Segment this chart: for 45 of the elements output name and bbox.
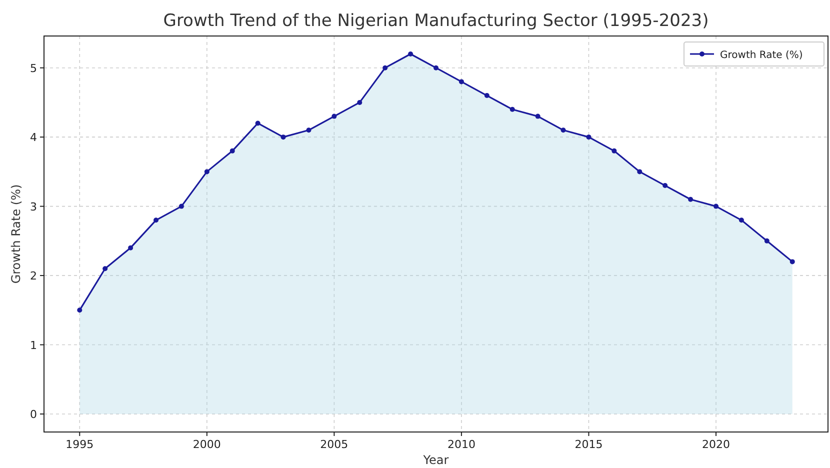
y-tick-label: 3 xyxy=(30,200,37,214)
x-tick-label: 2020 xyxy=(702,438,730,451)
point xyxy=(230,148,235,154)
point xyxy=(764,238,770,244)
x-tick-label: 2005 xyxy=(320,438,348,451)
point xyxy=(77,308,82,313)
x-tick-label: 1995 xyxy=(66,438,94,451)
point xyxy=(280,134,286,140)
point xyxy=(154,218,158,223)
chart-title: Growth Trend of the Nigerian Manufacturing Sector (1995-2023) xyxy=(163,11,709,31)
point xyxy=(688,196,694,202)
x-tick-label: 2015 xyxy=(574,438,603,451)
point xyxy=(510,106,515,112)
point xyxy=(458,79,464,84)
point xyxy=(357,100,362,105)
x-axis-title: Year xyxy=(422,453,449,467)
y-tick-label: 2 xyxy=(30,270,37,283)
point xyxy=(535,114,540,119)
y-tick-label: 5 xyxy=(30,62,37,75)
y-tick-label: 4 xyxy=(30,131,37,144)
point xyxy=(586,134,592,140)
point xyxy=(612,148,617,154)
point xyxy=(637,169,642,174)
point xyxy=(738,218,744,223)
y-tick-label: 1 xyxy=(30,338,37,352)
point xyxy=(204,169,210,174)
point xyxy=(408,52,414,56)
point xyxy=(255,120,260,126)
point xyxy=(128,245,134,250)
legend-label: Growth Rate (%) xyxy=(720,50,803,61)
point xyxy=(102,266,108,272)
point xyxy=(560,128,566,133)
point xyxy=(790,259,795,264)
point xyxy=(434,65,438,70)
x-tick-label: 2010 xyxy=(447,438,476,451)
point xyxy=(178,204,184,209)
point xyxy=(714,204,718,209)
point xyxy=(332,114,337,119)
y-axis-title: Growth Rate (%) xyxy=(9,184,23,284)
x-tick-label: 2000 xyxy=(192,438,221,451)
point xyxy=(662,183,668,188)
point xyxy=(382,65,388,70)
point xyxy=(484,93,490,98)
point xyxy=(306,128,312,133)
y-tick-label: 0 xyxy=(30,408,37,421)
